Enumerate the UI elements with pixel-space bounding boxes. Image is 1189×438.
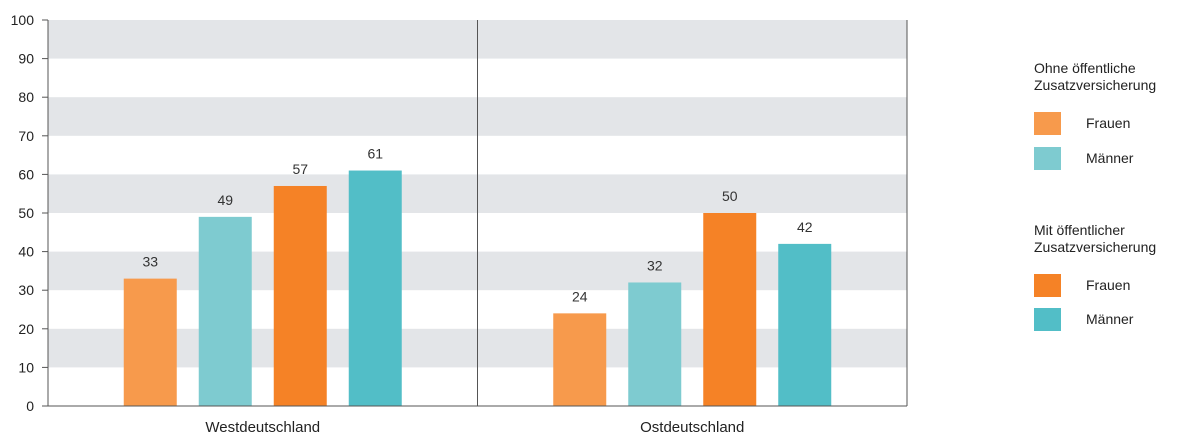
legend-item-maenner-ohne: Männer xyxy=(1034,147,1184,171)
y-tick-label: 60 xyxy=(18,166,34,182)
bar-value-label: 33 xyxy=(142,254,158,270)
legend-swatch xyxy=(1034,308,1061,331)
legend-label: Frauen xyxy=(1086,115,1131,131)
y-tick-label: 80 xyxy=(18,89,34,105)
y-tick-label: 50 xyxy=(18,205,34,221)
y-axis: 0 10 20 30 40 50 60 70 80 90 100 xyxy=(11,12,49,414)
legend-swatch xyxy=(1034,274,1061,297)
bar-value-label: 57 xyxy=(292,161,308,177)
legend-group-title: Mit öffentlicher Zusatzversicherung xyxy=(1034,222,1156,256)
bar xyxy=(553,313,607,406)
y-tick-label: 0 xyxy=(26,398,34,414)
bar-value-label: 42 xyxy=(797,219,813,235)
legend-item-maenner-mit: Männer xyxy=(1034,308,1184,332)
legend-swatch xyxy=(1034,147,1061,170)
bar xyxy=(198,216,252,406)
legend-label: Männer xyxy=(1086,311,1134,327)
legend-group-title-line: Zusatzversicherung xyxy=(1034,77,1157,93)
bar xyxy=(273,185,327,406)
y-tick-label: 100 xyxy=(11,12,35,28)
bar xyxy=(123,278,177,406)
legend-group-title-line: Mit öffentlicher xyxy=(1034,222,1125,238)
bar-value-label: 32 xyxy=(647,257,663,273)
y-tick-label: 30 xyxy=(18,282,34,298)
x-category-label: Ostdeutschland xyxy=(640,419,744,436)
legend-group-title-line: Ohne öffentliche xyxy=(1034,60,1136,76)
bar-value-label: 24 xyxy=(572,288,588,304)
bar xyxy=(778,243,832,406)
bar xyxy=(628,282,682,406)
bars: 33 49 57 61 24 32 50 42 xyxy=(123,146,832,406)
legend-swatch xyxy=(1034,112,1061,135)
bar xyxy=(348,170,402,406)
x-category-label: Westdeutschland xyxy=(205,419,320,436)
x-axis: Westdeutschland Ostdeutschland xyxy=(48,20,908,436)
y-tick-label: 90 xyxy=(18,51,34,67)
y-tick-label: 70 xyxy=(18,128,34,144)
legend-group-title: Ohne öffentliche Zusatzversicherung xyxy=(1034,60,1156,94)
legend-item-frauen-ohne: Frauen xyxy=(1034,112,1184,136)
legend-group-title-line: Zusatzversicherung xyxy=(1034,239,1157,255)
y-tick-label: 10 xyxy=(18,359,34,375)
y-tick-label: 40 xyxy=(18,244,34,260)
bar-value-label: 50 xyxy=(722,188,738,204)
y-tick-label: 20 xyxy=(18,321,34,337)
legend-label: Frauen xyxy=(1086,277,1131,293)
bar xyxy=(703,213,757,406)
bar-value-label: 49 xyxy=(217,192,233,208)
legend-label: Männer xyxy=(1086,150,1134,166)
bar-value-label: 61 xyxy=(367,146,383,162)
legend-item-frauen-mit: Frauen xyxy=(1034,274,1184,298)
